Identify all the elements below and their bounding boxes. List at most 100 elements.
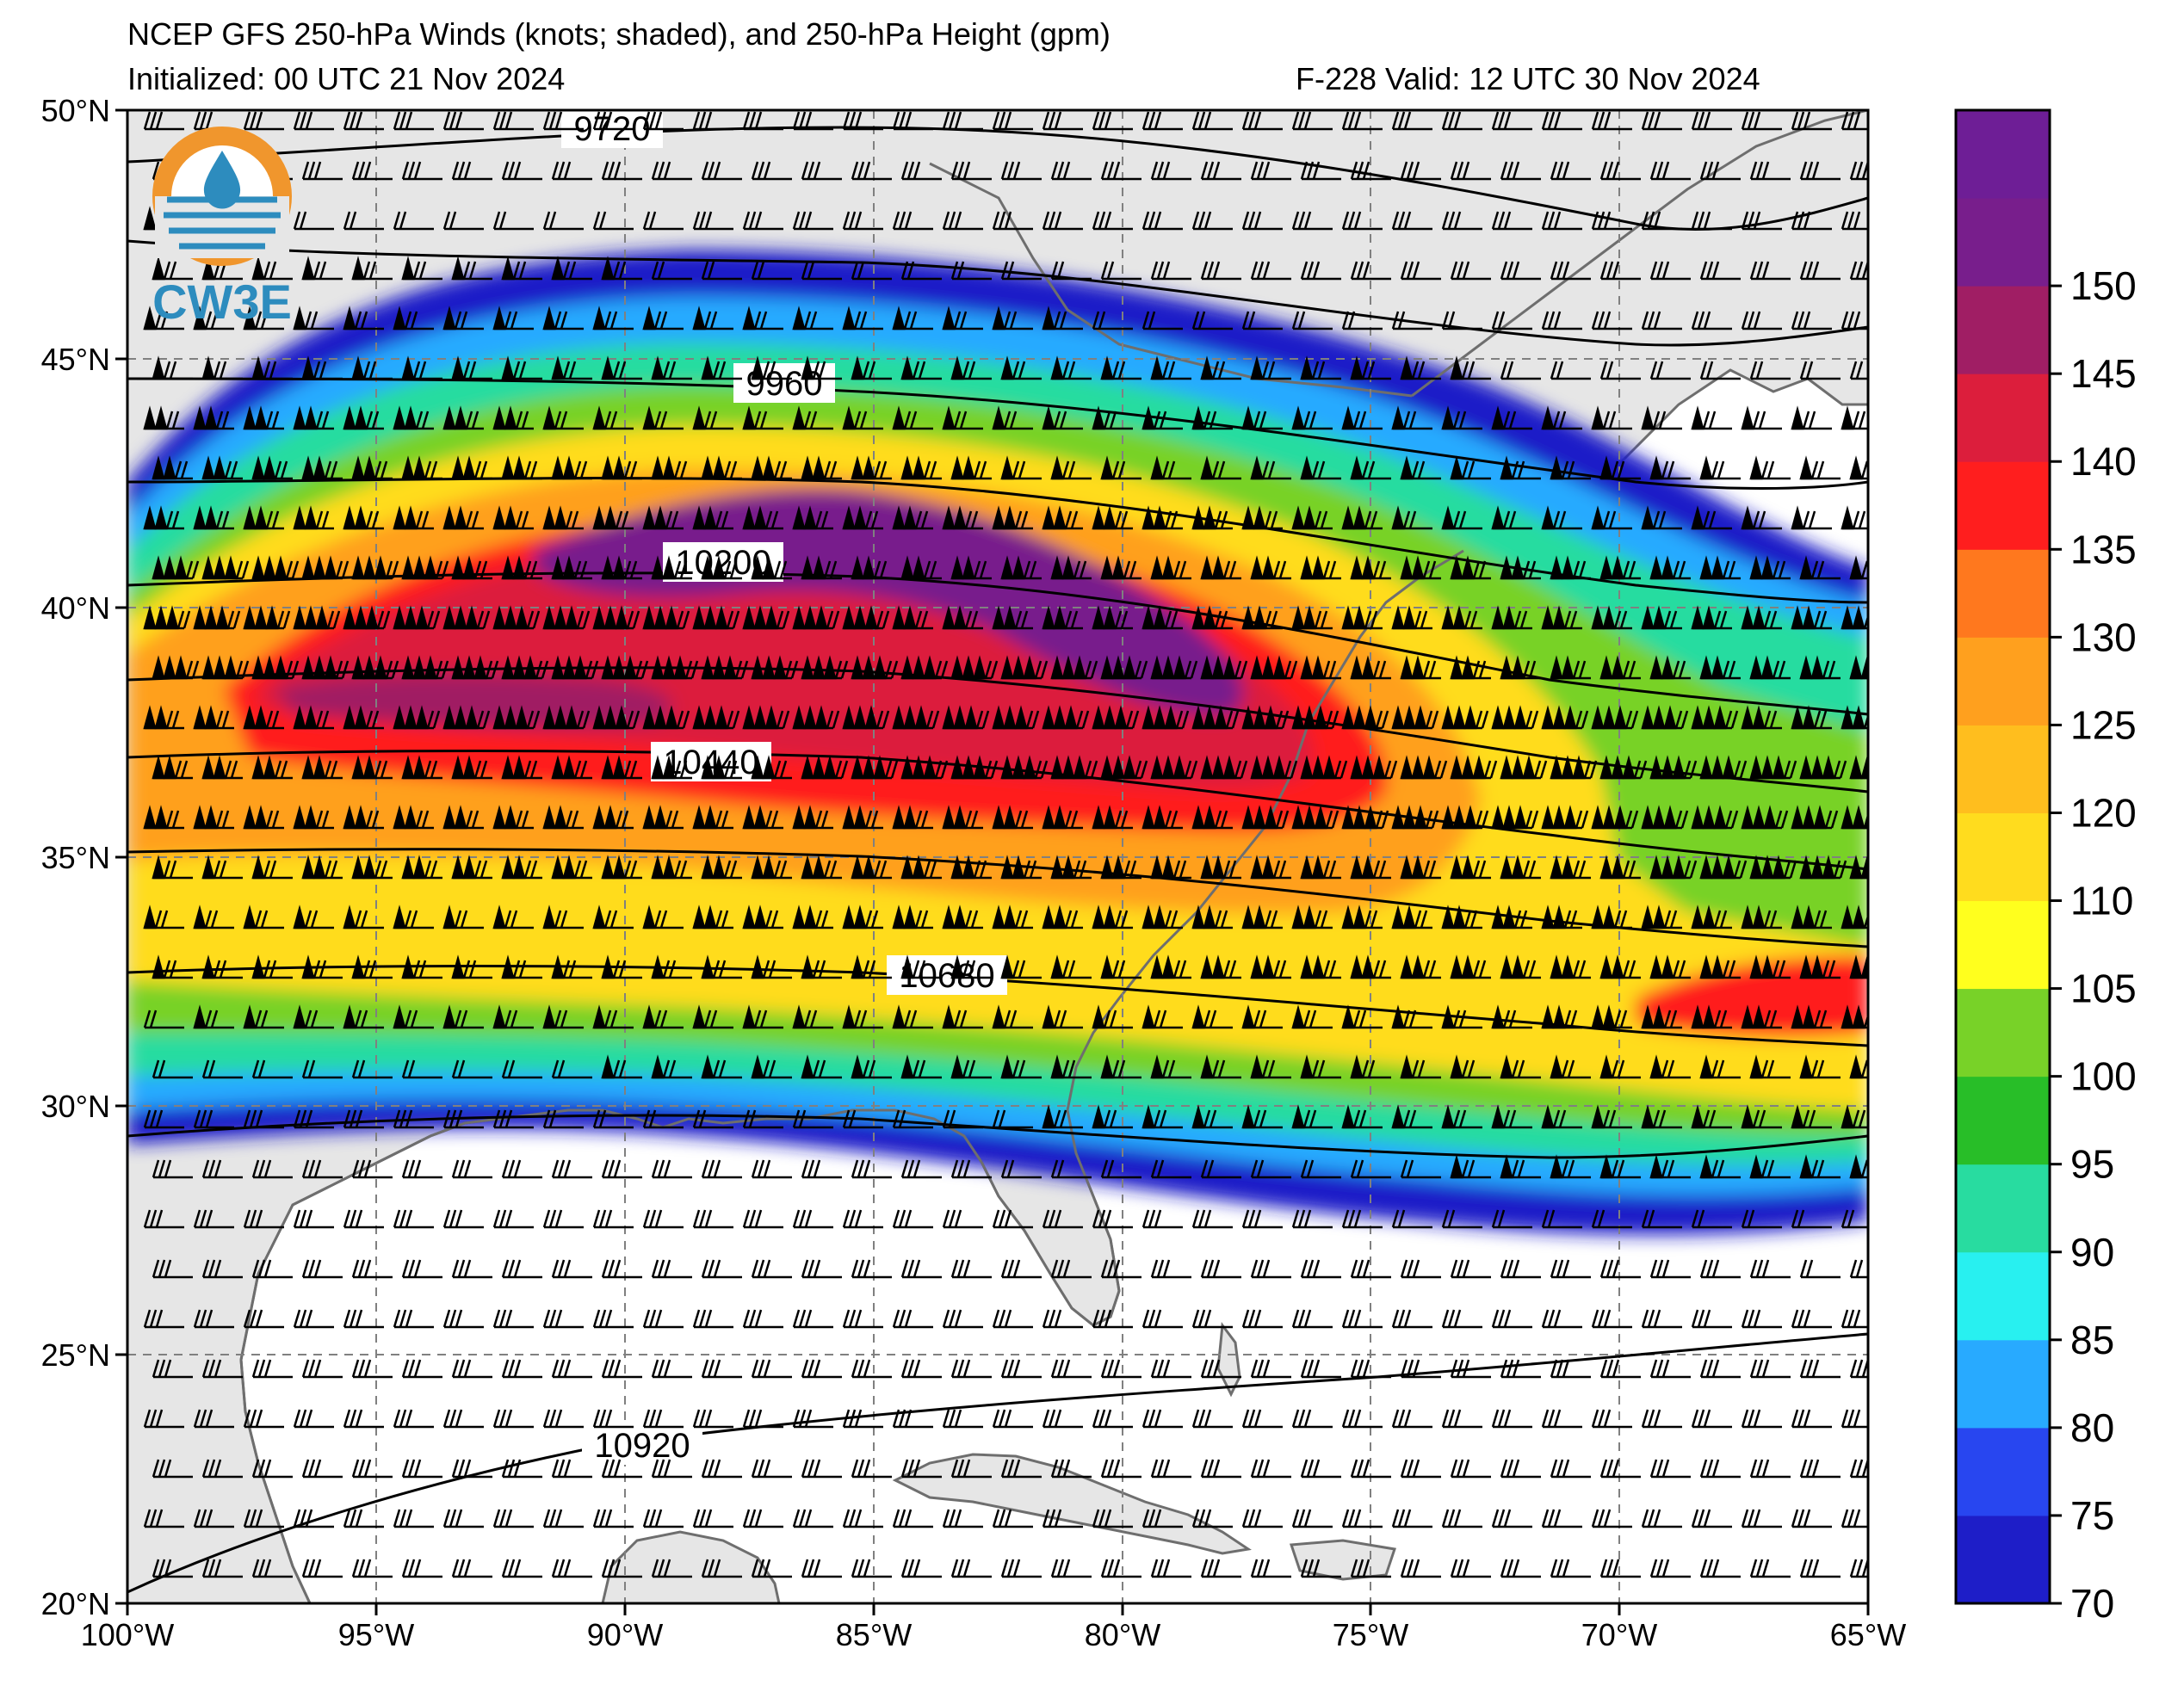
wind-barb — [1441, 805, 1489, 830]
wind-barb — [1691, 1309, 1732, 1329]
wind-barb — [1000, 1054, 1042, 1079]
wind-barb — [1241, 311, 1283, 330]
wind-barb — [1042, 905, 1083, 929]
wind-barb — [1541, 1209, 1582, 1229]
wind-barb — [692, 505, 733, 530]
wind-barb — [642, 1209, 684, 1229]
colorbar-tick-label: 85 — [2070, 1318, 2114, 1362]
wind-barb — [1050, 1359, 1092, 1379]
wind-barb — [1250, 261, 1291, 281]
wind-barb — [1200, 1459, 1241, 1479]
wind-barb — [992, 211, 1033, 231]
wind-barb — [950, 261, 992, 281]
wind-barb — [451, 1259, 492, 1279]
lat-label-45: 45°N — [41, 342, 110, 377]
contour-label-10920: 10920 — [594, 1427, 690, 1465]
wind-barb — [1591, 705, 1639, 730]
wind-barb — [1749, 1459, 1791, 1479]
wind-barb — [842, 1109, 883, 1129]
colorbar-block — [1956, 1427, 2050, 1516]
wind-barb — [701, 655, 749, 680]
wind-barb — [243, 1109, 284, 1129]
wind-barb — [1699, 1459, 1741, 1479]
wind-barb — [1200, 161, 1241, 181]
wind-barb — [1691, 605, 1732, 630]
wind-barb — [1050, 1054, 1092, 1079]
wind-barb — [1441, 211, 1482, 231]
wind-barb — [851, 855, 892, 880]
wind-barb — [1341, 1004, 1383, 1029]
wind-barb — [1491, 705, 1539, 730]
wind-barb — [501, 1359, 542, 1379]
wind-barb — [1691, 1004, 1732, 1029]
wind-barb — [1291, 905, 1333, 929]
wind-barb — [1599, 755, 1648, 780]
wind-barb — [900, 1054, 942, 1079]
wind-barb — [492, 805, 534, 830]
wind-barb — [801, 755, 849, 780]
wind-barb — [393, 905, 434, 929]
wind-barb — [442, 605, 491, 630]
wind-barb — [1291, 1004, 1333, 1029]
wind-barb — [201, 1559, 243, 1578]
wind-barb — [1042, 505, 1083, 530]
wind-barb — [1591, 1409, 1632, 1429]
wind-barb — [601, 855, 642, 880]
wind-barb — [1042, 705, 1090, 730]
wind-barb — [143, 905, 184, 929]
wind-barb — [492, 405, 534, 430]
wind-barb — [1849, 755, 1868, 780]
wind-barb — [492, 1004, 534, 1029]
wind-barb — [892, 505, 933, 530]
wind-barb — [442, 1109, 484, 1129]
wind-barb — [1250, 455, 1291, 480]
wind-barb — [1150, 355, 1191, 380]
wind-barb — [742, 1109, 783, 1129]
wind-barb — [942, 1409, 983, 1429]
wind-barb — [1050, 355, 1092, 380]
wind-barb — [293, 505, 334, 530]
wind-barb — [351, 1059, 393, 1079]
wind-barb — [1350, 1054, 1391, 1079]
wind-barb — [1641, 311, 1682, 330]
wind-barb — [1741, 111, 1782, 131]
wind-barb — [792, 1409, 833, 1429]
wind-barb — [542, 1409, 584, 1429]
wind-barb — [692, 1004, 733, 1029]
wind-barb — [1441, 1104, 1482, 1129]
wind-barb — [1000, 655, 1049, 680]
wind-barb — [1050, 161, 1092, 181]
wind-barb — [1141, 1309, 1183, 1329]
wind-barb — [651, 355, 692, 380]
wind-barb — [393, 1309, 434, 1329]
wind-barb — [1541, 1509, 1582, 1528]
wind-barb — [1691, 1509, 1732, 1528]
wind-barb — [992, 805, 1033, 830]
wind-barb — [1799, 161, 1841, 181]
wind-barb — [1191, 805, 1233, 830]
wind-barb — [143, 1209, 184, 1229]
wind-barb — [251, 1359, 293, 1379]
wind-barb — [1741, 311, 1782, 330]
wind-barb — [1000, 555, 1042, 580]
wind-barb — [401, 1159, 442, 1179]
wind-barb — [692, 306, 733, 330]
wind-barb — [1141, 605, 1183, 630]
wind-barb — [950, 954, 992, 979]
wind-barb — [1500, 1154, 1541, 1179]
wind-barb — [992, 1109, 1033, 1129]
wind-barb — [1241, 1509, 1283, 1528]
wind-barb — [1441, 1409, 1482, 1429]
wind-barb — [143, 111, 184, 131]
wind-barb — [1649, 1259, 1691, 1279]
wind-barb — [1799, 555, 1841, 580]
wind-barb — [950, 855, 992, 880]
wind-barb — [492, 505, 534, 530]
wind-barb — [900, 1359, 942, 1379]
wind-barb — [701, 855, 742, 880]
wind-barb — [1749, 1559, 1791, 1578]
wind-barb — [642, 505, 684, 530]
wind-barb — [1741, 211, 1782, 231]
wind-barb — [992, 306, 1033, 330]
